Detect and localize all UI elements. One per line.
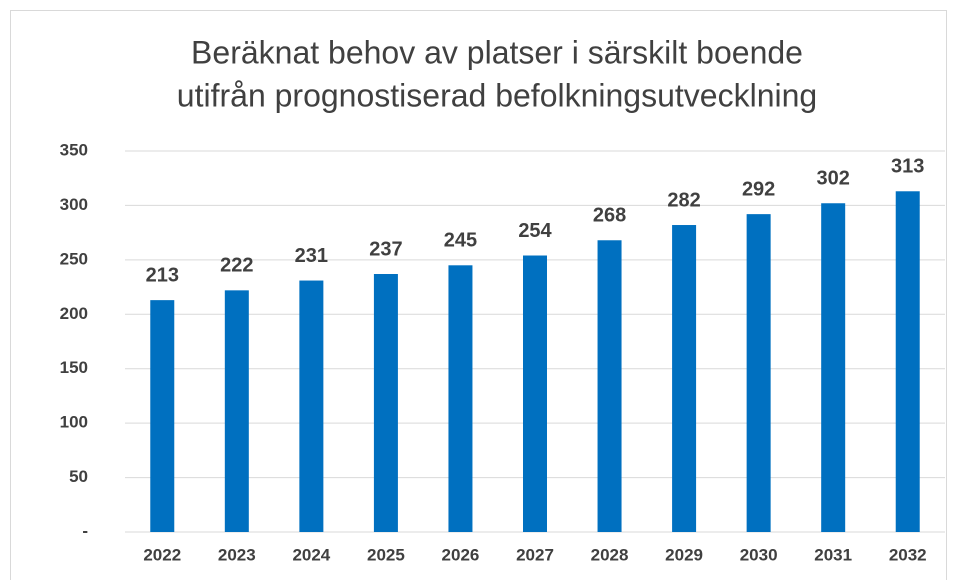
y-tick-label: 250 bbox=[60, 249, 88, 268]
y-tick-label: 350 bbox=[60, 140, 88, 159]
bar bbox=[597, 240, 622, 532]
x-tick-label: 2028 bbox=[591, 545, 629, 564]
bar bbox=[746, 214, 771, 532]
bar bbox=[373, 274, 398, 532]
value-label: 245 bbox=[444, 230, 477, 252]
bar bbox=[299, 280, 324, 532]
y-tick-label: 100 bbox=[60, 413, 88, 432]
y-tick-label: 200 bbox=[60, 304, 88, 323]
x-tick-label: 2031 bbox=[814, 545, 852, 564]
bar bbox=[523, 255, 547, 532]
bar bbox=[448, 265, 473, 532]
value-label: 268 bbox=[593, 205, 626, 227]
bar bbox=[821, 203, 846, 532]
bar bbox=[224, 290, 249, 532]
bar bbox=[895, 191, 920, 532]
y-tick-label: 50 bbox=[69, 467, 88, 486]
value-label: 313 bbox=[891, 156, 924, 178]
bar bbox=[672, 225, 697, 532]
x-tick-label: 2032 bbox=[889, 545, 927, 564]
x-tick-label: 2022 bbox=[143, 545, 181, 564]
value-label: 213 bbox=[146, 264, 179, 286]
x-tick-label: 2030 bbox=[740, 545, 778, 564]
value-label: 222 bbox=[220, 255, 253, 277]
value-label: 282 bbox=[667, 189, 700, 211]
x-tick-label: 2027 bbox=[516, 545, 554, 564]
x-tick-label: 2024 bbox=[292, 545, 330, 564]
y-tick-label: - bbox=[82, 521, 88, 540]
value-label: 254 bbox=[518, 220, 552, 242]
value-label: 292 bbox=[742, 178, 775, 200]
y-tick-label: 300 bbox=[60, 195, 88, 214]
chart-title: Beräknat behov av platser i särskilt boe… bbox=[191, 34, 803, 70]
value-label: 237 bbox=[369, 238, 402, 260]
chart-title: utifrån prognostiserad befolkningsutveck… bbox=[177, 77, 817, 113]
bar bbox=[150, 300, 175, 532]
value-label: 302 bbox=[816, 168, 849, 190]
x-tick-label: 2026 bbox=[442, 545, 480, 564]
y-tick-label: 150 bbox=[60, 358, 88, 377]
x-tick-label: 2029 bbox=[665, 545, 703, 564]
value-label: 231 bbox=[295, 245, 328, 267]
x-tick-label: 2023 bbox=[218, 545, 256, 564]
x-tick-label: 2025 bbox=[367, 545, 405, 564]
